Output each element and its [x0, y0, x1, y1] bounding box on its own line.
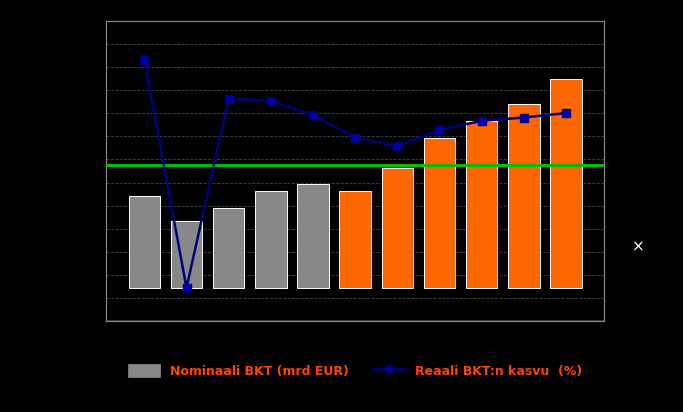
Bar [508, 104, 540, 288]
Bar [171, 221, 202, 288]
Bar [213, 208, 245, 288]
Bar [550, 79, 582, 288]
Bar [297, 184, 329, 288]
Legend: Nominaali BKT (mrd EUR), Reaali BKT:n kasvu  (%): Nominaali BKT (mrd EUR), Reaali BKT:n ka… [124, 359, 587, 383]
Bar [423, 138, 456, 288]
Bar [339, 191, 371, 288]
Bar [466, 121, 497, 288]
Bar [128, 196, 160, 288]
Text: ×: × [632, 240, 645, 255]
Bar [382, 168, 413, 288]
Bar [255, 191, 287, 288]
